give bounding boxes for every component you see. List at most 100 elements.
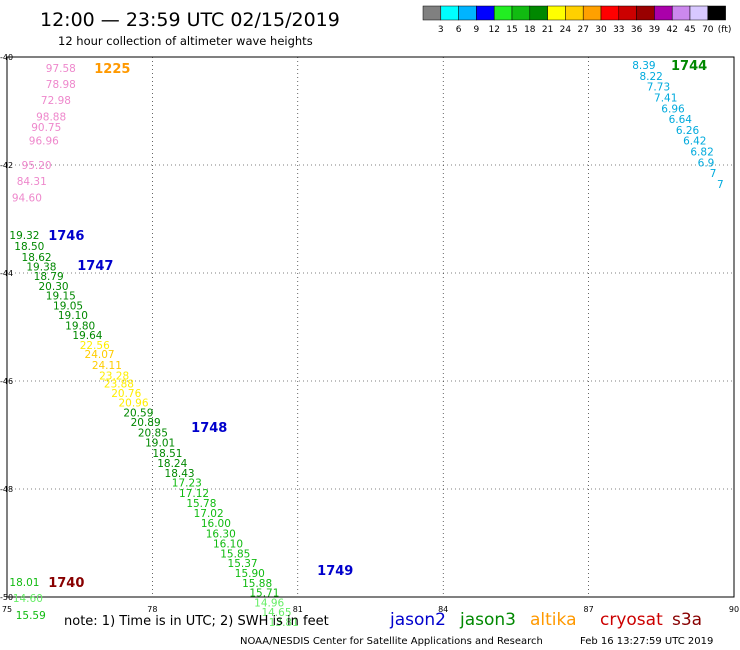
color-scale-label: 3 xyxy=(438,25,444,35)
wave-height-point: 14.60 xyxy=(13,593,43,605)
wave-height-point: 24.07 xyxy=(85,349,115,361)
color-scale-label: 18 xyxy=(524,25,536,35)
wave-height-point: 7.41 xyxy=(654,93,677,105)
x-tick-label: 87 xyxy=(584,605,594,614)
wave-height-point: 6.9 xyxy=(698,157,715,169)
wave-height-point: 22.56 xyxy=(80,340,110,352)
color-scale-label: 33 xyxy=(613,25,624,35)
wave-height-point: 19.01 xyxy=(145,438,175,450)
wave-height-point: 23.28 xyxy=(99,371,129,383)
wave-height-point: 18.50 xyxy=(14,241,44,253)
color-scale-label: 24 xyxy=(560,25,572,35)
x-tick-label: 75 xyxy=(2,605,12,614)
wave-height-point: 14.96 xyxy=(254,597,284,609)
color-scale-swatch xyxy=(636,5,655,21)
wave-height-point: 24.11 xyxy=(92,360,122,372)
color-scale-swatch xyxy=(422,5,442,21)
color-scale-label: 30 xyxy=(595,25,607,35)
wave-height-point: 19.15 xyxy=(46,291,76,303)
wave-height-point: 15.59 xyxy=(16,610,46,622)
wave-height-point: 6.96 xyxy=(661,103,685,115)
satellite-legend-item: cryosat xyxy=(600,610,663,630)
wave-height-point: 23.88 xyxy=(104,379,134,391)
wave-height-point: 19.32 xyxy=(9,230,39,242)
wave-height-point: 16.10 xyxy=(213,539,243,551)
color-scale-swatch xyxy=(689,5,709,21)
wave-height-point: 94.60 xyxy=(12,192,42,204)
wave-height-point: 6.42 xyxy=(683,136,706,148)
wave-height-point: 78.98 xyxy=(46,79,76,91)
color-scale-swatch xyxy=(529,5,548,21)
color-scale-swatch xyxy=(654,5,673,21)
color-scale-label: 45 xyxy=(684,25,695,35)
color-scale-swatch xyxy=(440,5,459,21)
wave-height-point: 98.88 xyxy=(36,111,66,123)
wave-height-point: 6.26 xyxy=(676,125,700,137)
color-scale-label: 39 xyxy=(649,25,661,35)
footer-credit: NOAA/NESDIS Center for Satellite Applica… xyxy=(240,636,543,647)
y-tick-label: -50 xyxy=(0,593,13,602)
wave-height-point: 18.79 xyxy=(34,271,64,283)
axis-ticks: 75 78 81 84 87 90 -40 -42 -44 -46 -48 -50 xyxy=(0,53,739,614)
pass-time-label: 1225 xyxy=(94,62,130,77)
color-scale-swatch xyxy=(511,5,531,21)
x-tick-label: 84 xyxy=(438,605,448,614)
y-tick-label: -46 xyxy=(0,377,13,386)
color-scale-label: 70 xyxy=(702,25,714,35)
wave-height-point: 20.89 xyxy=(131,417,161,429)
x-tick-label: 78 xyxy=(147,605,157,614)
wave-height-point: 17.12 xyxy=(179,488,209,500)
wave-height-point: 8.22 xyxy=(639,71,662,83)
color-scale-swatch xyxy=(707,5,726,21)
wave-height-point: 19.38 xyxy=(26,262,56,274)
color-scale-label: 9 xyxy=(474,25,480,35)
wave-height-point: 20.76 xyxy=(111,388,141,400)
wave-height-point: 14.65 xyxy=(261,607,291,619)
wave-height-point: 20.59 xyxy=(123,407,153,419)
wave-height-point: 17.23 xyxy=(172,478,202,490)
wave-height-point: 15.37 xyxy=(228,558,258,570)
color-scale-label: 42 xyxy=(666,25,677,35)
wave-height-point: 18.51 xyxy=(152,448,182,460)
pass-time-label: 1740 xyxy=(48,576,84,591)
y-tick-label: -40 xyxy=(0,53,13,62)
wave-height-point: 15.78 xyxy=(186,498,216,510)
wave-height-point: 16.00 xyxy=(201,518,231,530)
wave-height-point: 7 xyxy=(717,179,724,191)
wave-height-point: 19.10 xyxy=(58,310,88,322)
wave-height-point: 15.71 xyxy=(249,588,279,600)
footer-timestamp: Feb 16 13:27:59 UTC 2019 xyxy=(580,636,713,647)
y-tick-label: -44 xyxy=(0,269,13,278)
wave-height-point: 95.20 xyxy=(22,160,52,172)
color-scale-swatch xyxy=(671,5,691,21)
wave-height-point: 15.90 xyxy=(235,568,265,580)
page-title: 12:00 — 23:59 UTC 02/15/2019 xyxy=(40,9,340,31)
wave-height-point: 15.85 xyxy=(220,548,250,560)
wave-height-point: 18.43 xyxy=(165,468,195,480)
color-scale-label: 15 xyxy=(506,25,517,35)
satellite-legend-item: altika xyxy=(530,610,577,630)
satellite-legend-item: jason3 xyxy=(459,610,516,630)
x-tick-label: 81 xyxy=(293,605,303,614)
wave-height-point: 20.85 xyxy=(138,427,168,439)
satellite-legend-item: jason2 xyxy=(389,610,446,630)
wave-height-point: 19.80 xyxy=(65,320,95,332)
page-subtitle: 12 hour collection of altimeter wave hei… xyxy=(58,34,313,48)
color-scale-swatch xyxy=(493,5,513,21)
wave-height-point: 6.64 xyxy=(669,114,693,126)
wave-height-point: 20.96 xyxy=(118,398,148,410)
pass-time-label: 1747 xyxy=(77,259,113,274)
wave-height-point: 18.01 xyxy=(9,577,39,589)
wave-height-point: 13.81 xyxy=(269,617,299,629)
wave-height-point: 15.88 xyxy=(242,578,272,590)
wave-height-point: 97.58 xyxy=(46,63,76,75)
color-scale-label: 21 xyxy=(542,25,553,35)
wave-height-point: 19.64 xyxy=(72,330,102,342)
color-scale-label: 12 xyxy=(488,25,499,35)
wave-height-point: 16.30 xyxy=(206,528,236,540)
satellite-legend: jason2 jason3 altika cryosat s3a xyxy=(389,610,702,630)
wave-height-point: 72.98 xyxy=(41,95,71,107)
color-scale-label: 6 xyxy=(456,25,462,35)
color-scale-label: 36 xyxy=(631,25,643,35)
